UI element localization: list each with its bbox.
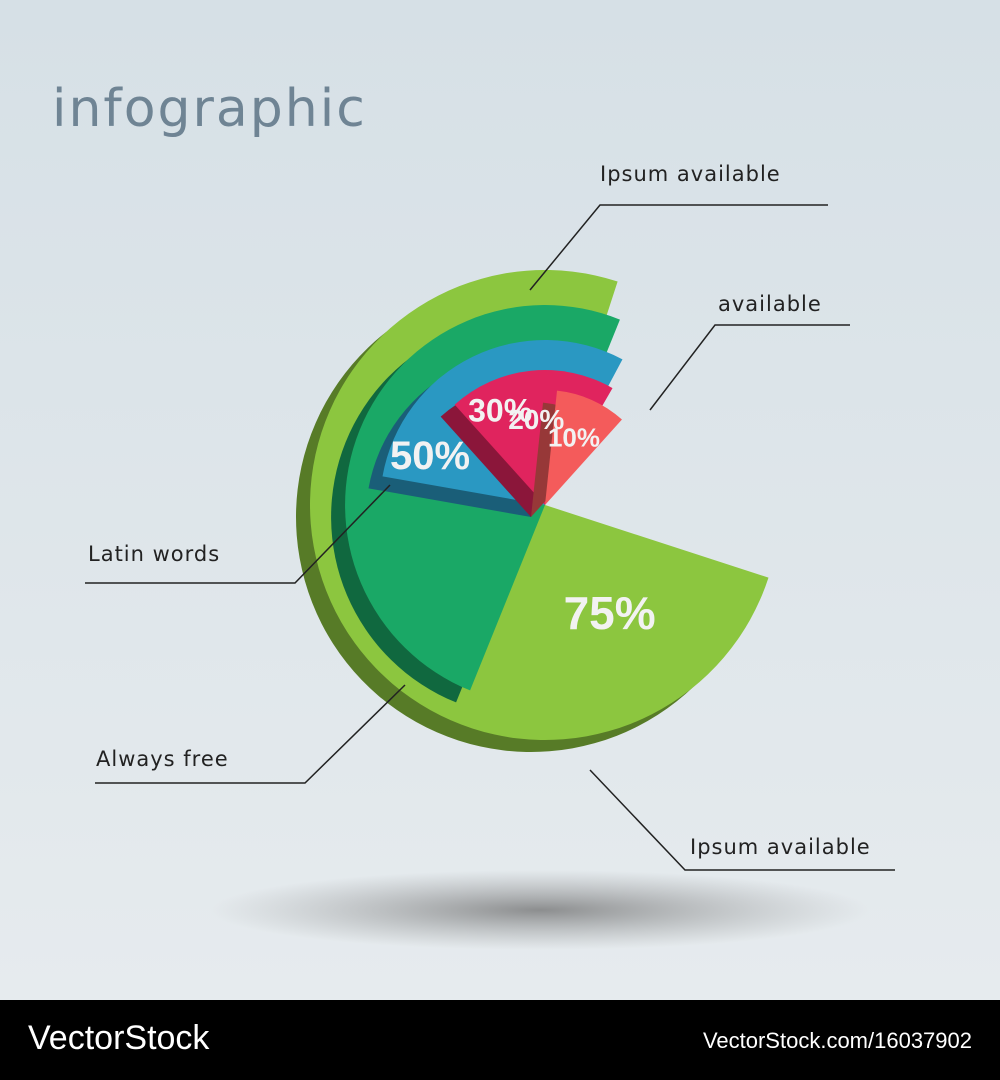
value-label: 75%: [564, 587, 656, 639]
footer-brand: VectorStock: [28, 1019, 210, 1057]
shadow: [210, 870, 870, 950]
callout-line: [95, 684, 406, 784]
callout-line: [85, 484, 391, 584]
value-label: 10%: [548, 423, 600, 453]
value-label: 50%: [390, 434, 470, 478]
sectors: 75% 50% 30%20%10%: [295, 270, 769, 752]
callout-line: [529, 204, 828, 291]
callout-line: [589, 769, 895, 871]
footer-bar: [0, 1000, 1000, 1080]
callout-label: Always free: [96, 747, 229, 771]
callout-label: Ipsum available: [690, 835, 871, 859]
title: infographic: [52, 79, 367, 139]
value-label: 20%: [508, 404, 564, 435]
callout-label: Ipsum available: [600, 162, 781, 186]
callout-line: [649, 324, 850, 411]
callout-label: Latin words: [88, 542, 220, 566]
footer-id: VectorStock.com/16037902: [703, 1028, 972, 1053]
sector: [545, 390, 622, 505]
callout-label: available: [718, 292, 822, 316]
value-label: 30%: [468, 393, 532, 429]
callouts: Ipsum available Always free Latin words …: [85, 162, 895, 871]
